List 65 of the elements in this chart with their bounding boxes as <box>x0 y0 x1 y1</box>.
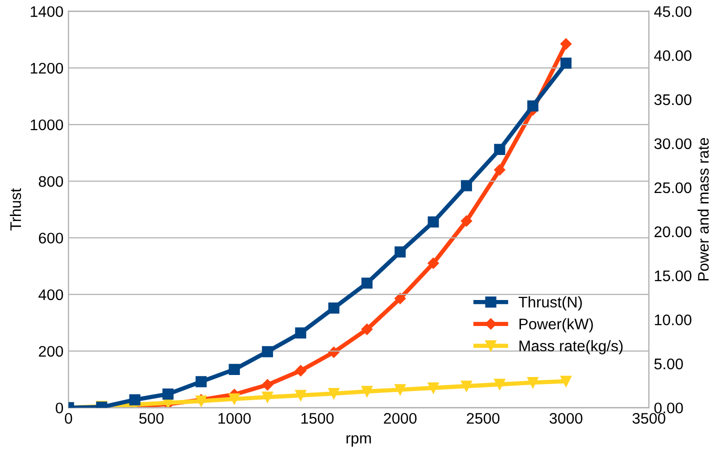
point <box>295 365 306 376</box>
point <box>394 384 406 396</box>
y2-tick-label: 25.00 <box>654 182 692 194</box>
y-tick-label: 600 <box>38 232 64 244</box>
x-tick-label: 0 <box>64 412 72 424</box>
point <box>129 394 140 406</box>
y-tick-label: 200 <box>38 346 64 357</box>
point <box>262 379 274 390</box>
point <box>228 364 240 376</box>
y2-tick-label: 30.00 <box>654 138 692 150</box>
point <box>361 324 373 335</box>
x-axis-title: rpm <box>346 435 371 447</box>
y-tick-label: 800 <box>38 176 64 187</box>
x-tick-label: 2500 <box>466 412 500 424</box>
point <box>262 346 274 358</box>
y2-axis-title: Power and mass rate <box>698 138 709 280</box>
point <box>162 388 174 400</box>
x-tick-label: 3000 <box>550 412 582 424</box>
legend-label: Power(kW) <box>520 318 593 332</box>
point <box>228 393 240 404</box>
x-tick-label: 3500 <box>632 412 666 424</box>
y2-tick-label: 45.00 <box>654 6 692 18</box>
legend-label: Mass rate(kg/s) <box>520 340 623 354</box>
point <box>460 215 472 227</box>
y-tick-label: 0 <box>56 402 64 414</box>
point <box>295 327 306 339</box>
y-tick-label: 1000 <box>30 119 64 130</box>
x-tick-label: 1000 <box>218 412 251 424</box>
point <box>494 144 506 156</box>
point <box>361 278 373 289</box>
y2-tick-label: 0.00 <box>654 402 683 414</box>
point <box>328 388 340 400</box>
point <box>560 376 572 387</box>
y-tick-label: 1400 <box>30 6 64 18</box>
x-tick-label: 1500 <box>301 412 334 424</box>
point <box>428 216 439 228</box>
point <box>494 164 506 176</box>
y-axis-title: Trhust <box>10 188 22 231</box>
y-tick-label: 400 <box>38 289 64 300</box>
legend-label: Thrust(N) <box>518 296 582 311</box>
point <box>527 377 538 388</box>
x-tick-label: 500 <box>139 412 164 424</box>
point <box>428 382 439 394</box>
y2-tick-label: 40.00 <box>654 50 692 62</box>
point <box>394 246 406 258</box>
y-tick-label: 1200 <box>30 62 64 74</box>
y2-tick-label: 20.00 <box>654 226 692 238</box>
y2-tick-label: 35.00 <box>654 94 692 106</box>
point <box>460 180 472 192</box>
y2-tick-label: 15.00 <box>654 270 692 282</box>
x-tick-label: 2000 <box>384 412 417 424</box>
point <box>196 376 207 388</box>
point <box>428 258 439 269</box>
point <box>560 38 572 50</box>
point <box>560 58 572 69</box>
point <box>460 380 472 392</box>
point <box>262 392 274 403</box>
point <box>361 386 373 397</box>
point <box>295 390 306 401</box>
y2-tick-label: 5.00 <box>654 358 683 370</box>
point <box>328 302 340 314</box>
point <box>494 378 506 390</box>
point <box>527 100 538 112</box>
y2-tick-label: 10.00 <box>654 314 692 326</box>
point <box>394 292 406 304</box>
